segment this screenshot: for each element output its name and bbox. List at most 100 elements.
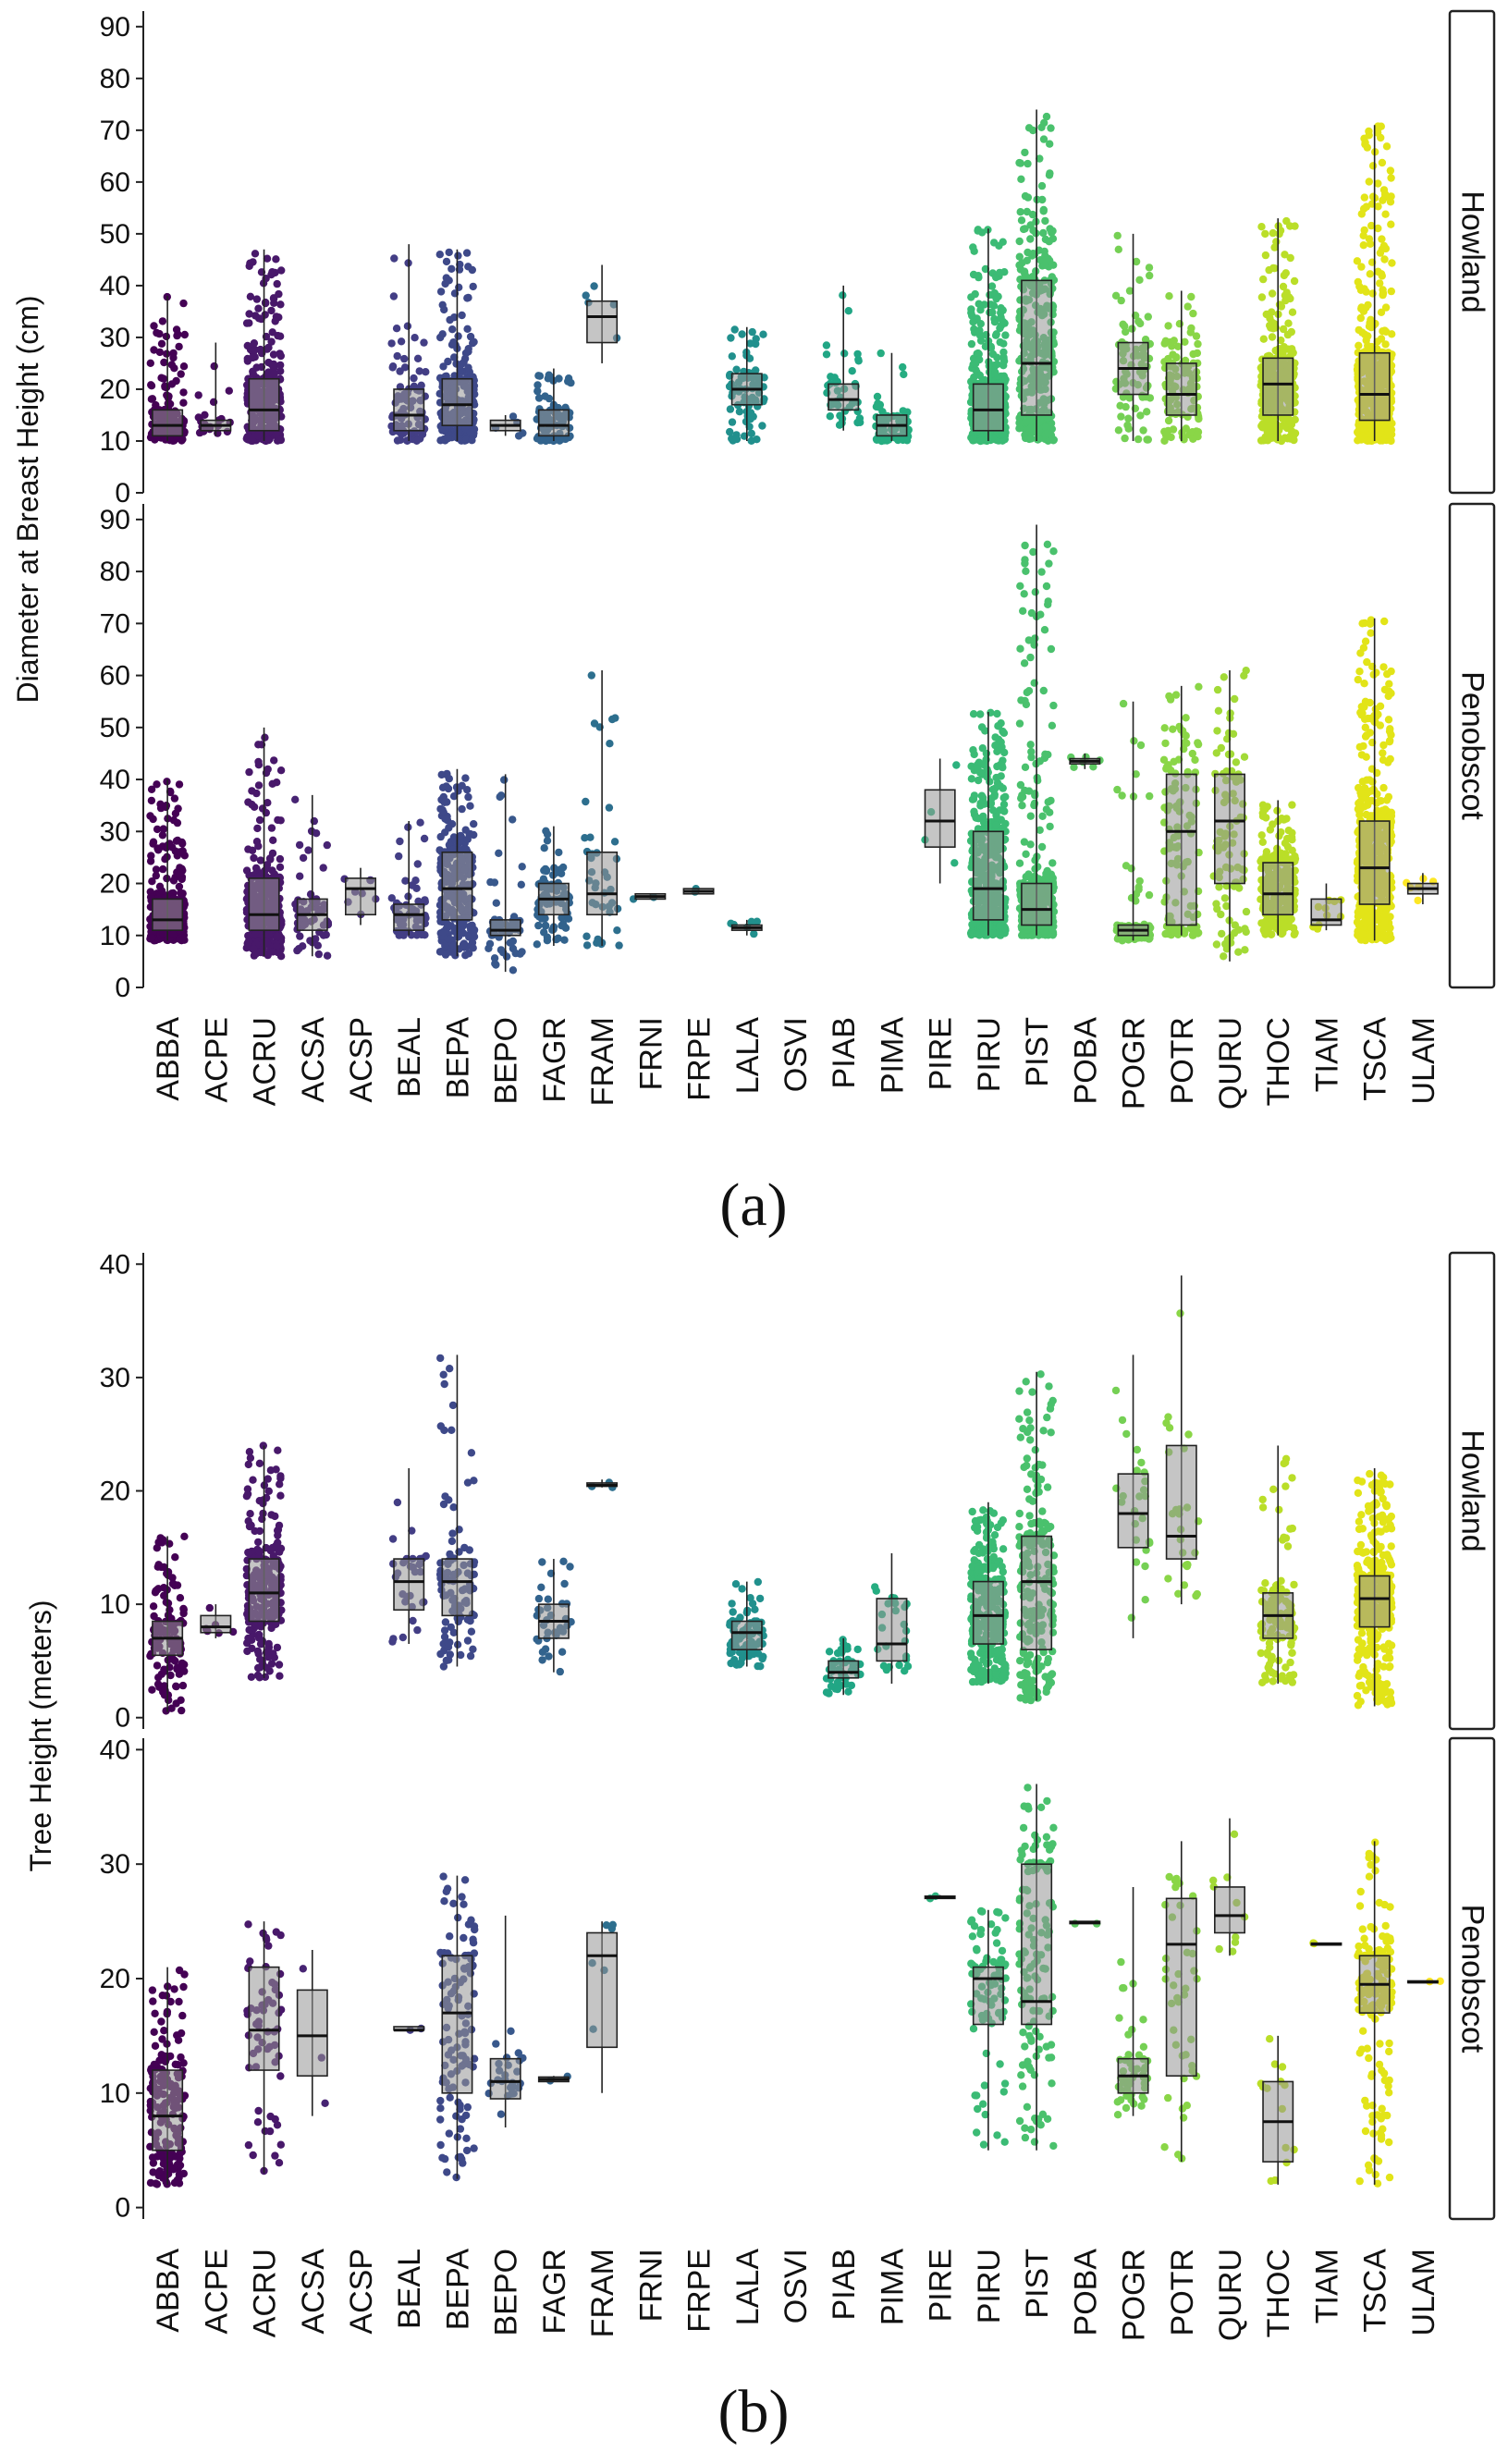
data-point	[836, 411, 844, 420]
data-point	[998, 430, 1007, 438]
data-point	[470, 932, 479, 941]
data-point	[992, 821, 1000, 829]
data-point	[1015, 719, 1024, 728]
data-point	[581, 834, 589, 842]
data-point	[469, 282, 477, 291]
data-point	[1291, 222, 1299, 230]
data-point	[420, 834, 429, 843]
box-acru	[242, 727, 286, 961]
data-point	[159, 374, 168, 383]
box-acsa	[291, 794, 333, 960]
data-point	[1046, 822, 1054, 831]
data-point	[542, 436, 550, 446]
data-point	[1368, 289, 1377, 298]
data-point	[1284, 345, 1293, 353]
data-point	[1045, 559, 1053, 568]
data-point	[1170, 337, 1179, 345]
data-point	[148, 395, 157, 403]
data-point	[1139, 426, 1147, 435]
data-point	[509, 815, 517, 824]
data-point	[295, 840, 304, 850]
data-point	[518, 948, 526, 956]
data-point	[179, 362, 189, 371]
y-tick-label: 30	[100, 816, 130, 847]
data-point	[1037, 842, 1047, 852]
data-point	[169, 876, 178, 885]
data-point	[442, 274, 450, 282]
data-point	[1044, 751, 1052, 759]
data-point	[299, 853, 308, 863]
data-point	[1275, 300, 1284, 309]
data-point	[387, 894, 396, 902]
data-point	[970, 807, 978, 815]
data-point	[1378, 235, 1386, 243]
data-point	[420, 338, 428, 347]
data-point	[1048, 273, 1057, 281]
data-point	[974, 272, 983, 280]
data-point	[726, 427, 734, 436]
data-point	[976, 710, 985, 718]
data-point	[1134, 435, 1143, 444]
data-point	[1041, 261, 1049, 269]
data-point	[438, 330, 447, 338]
iqr-box	[489, 919, 521, 937]
data-point	[981, 264, 990, 274]
data-point	[582, 291, 590, 300]
data-point	[438, 783, 447, 791]
facet-strip	[1448, 9, 1496, 495]
data-point	[1284, 319, 1293, 327]
box-piru	[966, 708, 1010, 939]
data-point	[276, 351, 285, 361]
data-point	[412, 436, 421, 445]
data-point	[269, 350, 278, 359]
data-point	[464, 792, 472, 802]
data-point	[441, 815, 449, 823]
data-point	[416, 818, 424, 827]
data-point	[1117, 412, 1125, 421]
data-point	[582, 797, 590, 806]
data-point	[1365, 178, 1374, 186]
data-point	[252, 864, 261, 874]
y-tick-label: 20	[100, 374, 130, 405]
data-point	[747, 436, 755, 445]
data-point	[1387, 174, 1395, 182]
data-point	[270, 369, 278, 378]
data-point	[1257, 223, 1266, 231]
data-point	[277, 266, 286, 275]
data-point	[167, 380, 177, 388]
data-point	[533, 381, 542, 389]
data-point	[1032, 267, 1040, 276]
data-point	[413, 860, 422, 868]
data-point	[1359, 204, 1368, 213]
data-point	[158, 317, 167, 325]
data-point	[490, 878, 499, 887]
data-point	[210, 362, 218, 371]
data-point	[436, 288, 446, 296]
data-point	[1037, 181, 1047, 190]
data-point	[470, 926, 479, 934]
box-beal	[387, 818, 430, 939]
data-point	[1039, 135, 1048, 143]
data-point	[454, 428, 462, 436]
data-point	[996, 268, 1004, 277]
iqr-box	[972, 383, 1004, 432]
data-point	[441, 941, 449, 950]
data-point	[1287, 327, 1296, 337]
data-point	[1378, 158, 1387, 167]
data-point	[1356, 313, 1366, 323]
data-point	[1146, 271, 1154, 280]
data-point	[988, 308, 997, 317]
data-point	[533, 386, 542, 396]
data-point	[1124, 414, 1133, 423]
data-point	[464, 363, 472, 372]
data-point	[967, 293, 975, 301]
data-point	[272, 430, 280, 438]
data-point	[1047, 124, 1055, 132]
data-point	[1259, 275, 1268, 284]
iqr-box	[586, 300, 619, 344]
data-point	[1257, 293, 1267, 301]
data-point	[1114, 245, 1123, 253]
data-point	[436, 804, 445, 814]
box-bepa	[435, 248, 479, 445]
